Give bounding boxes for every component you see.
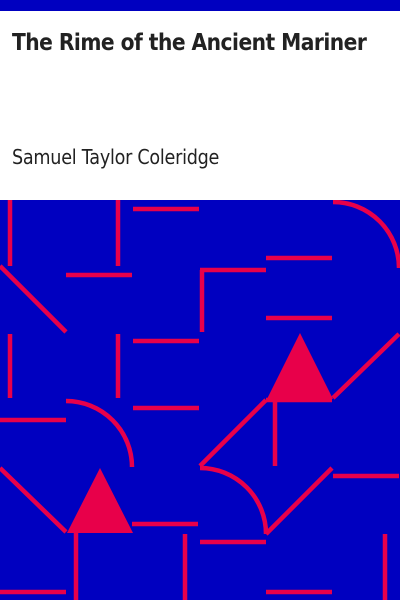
top-color-bar	[0, 0, 400, 11]
pattern-lines	[0, 200, 400, 600]
cover-pattern-image	[0, 200, 400, 600]
pattern-triangles	[67, 333, 333, 533]
book-title: The Rime of the Ancient Mariner	[12, 30, 367, 56]
book-author: Samuel Taylor Coleridge	[12, 145, 220, 169]
